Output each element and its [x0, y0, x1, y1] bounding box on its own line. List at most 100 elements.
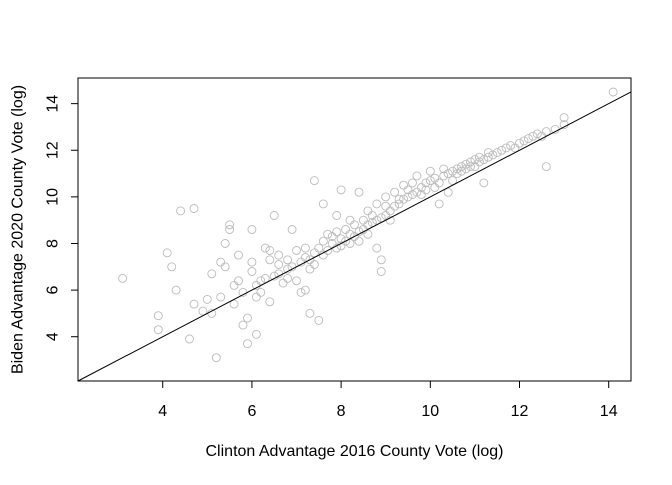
data-point [216, 292, 226, 302]
data-point [256, 287, 266, 297]
x-tick-label: 4 [158, 403, 167, 420]
data-point [381, 201, 391, 211]
data-point [403, 192, 413, 202]
data-point [510, 143, 520, 153]
data-point [528, 131, 538, 141]
data-point [153, 311, 163, 321]
data-point [216, 257, 226, 267]
data-point [265, 246, 275, 255]
data-point [434, 199, 444, 209]
data-point [211, 353, 221, 363]
data-point [430, 183, 440, 192]
data-point [247, 257, 257, 267]
data-point [448, 176, 458, 186]
data-point [408, 190, 417, 199]
y-tick-label: 12 [45, 141, 62, 159]
x-axis-label: Clinton Advantage 2016 County Vote (log) [206, 443, 504, 460]
data-point [367, 211, 377, 220]
data-point [327, 239, 337, 248]
data-point [260, 243, 270, 253]
data-point [470, 162, 480, 172]
data-point [381, 211, 391, 220]
data-point [265, 255, 275, 265]
data-point [336, 234, 346, 244]
data-point [296, 287, 306, 297]
data-point [608, 87, 618, 97]
data-point [305, 308, 315, 318]
data-point [412, 187, 422, 197]
data-point [260, 273, 270, 283]
data-point [220, 262, 230, 272]
data-point [466, 162, 475, 172]
data-point [345, 239, 355, 248]
data-point [167, 262, 177, 272]
data-point [341, 225, 351, 234]
data-point [416, 190, 426, 199]
data-point [483, 148, 493, 158]
data-point [238, 320, 248, 330]
data-point [287, 225, 297, 234]
data-point [265, 297, 275, 307]
data-point [470, 155, 480, 165]
data-point [376, 213, 386, 223]
data-point [439, 171, 449, 181]
data-point [327, 232, 337, 241]
data-point [189, 299, 199, 309]
x-tick-label: 8 [337, 403, 346, 420]
data-point [354, 187, 364, 197]
data-point [229, 280, 239, 290]
data-point [474, 152, 484, 162]
data-point [292, 276, 301, 286]
data-point [416, 183, 426, 192]
data-point [439, 164, 449, 174]
plot-frame [77, 77, 632, 382]
data-point [309, 176, 319, 186]
data-point [332, 227, 342, 237]
data-point [497, 145, 507, 155]
data-point [390, 187, 400, 197]
data-point [318, 236, 328, 246]
data-point [243, 339, 252, 349]
data-point [461, 159, 471, 169]
data-point [225, 225, 235, 234]
data-point [234, 250, 243, 260]
data-point [492, 148, 502, 158]
y-tick-label: 4 [45, 332, 62, 341]
data-point [443, 187, 453, 197]
data-point [323, 229, 333, 239]
data-point [350, 232, 359, 241]
data-point [185, 334, 194, 344]
data-point [483, 152, 493, 162]
data-point [452, 164, 462, 174]
data-point [358, 215, 368, 225]
data-point [421, 185, 431, 195]
data-point [207, 269, 217, 279]
data-point [247, 267, 257, 276]
data-point [506, 141, 516, 151]
data-point [171, 285, 181, 295]
data-point [300, 285, 310, 295]
data-point [479, 178, 489, 188]
data-point [501, 143, 511, 153]
y-tick-label: 6 [45, 286, 62, 295]
data-point [350, 220, 359, 230]
data-point [421, 178, 431, 188]
data-point [461, 164, 471, 174]
data-point [399, 194, 409, 204]
data-point [305, 264, 315, 274]
data-point [372, 215, 382, 225]
data-point [372, 243, 382, 253]
data-point [532, 129, 542, 139]
data-point [243, 313, 252, 323]
x-tick-label: 12 [511, 403, 529, 420]
y-tick-label: 8 [45, 239, 62, 248]
data-point [256, 276, 266, 286]
data-point [466, 157, 475, 167]
data-point [363, 220, 373, 230]
data-point [300, 253, 310, 262]
data-point [430, 173, 440, 183]
data-point [234, 276, 243, 286]
data-point [376, 267, 386, 276]
data-point [229, 299, 239, 309]
